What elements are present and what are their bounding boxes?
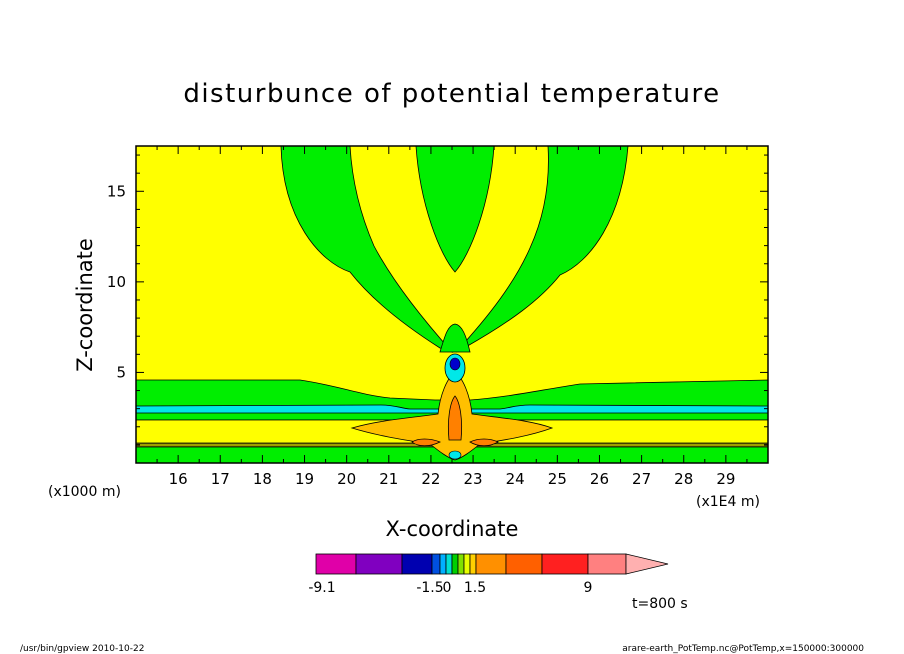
x-unit-right: (x1E4 m) [696,494,760,510]
colorbar-tick-label: 9 [584,580,593,596]
colorbar-segment [401,553,433,575]
x-tick-label: 21 [379,470,398,488]
colorbar-segment [505,553,543,575]
x-tick-label: 18 [253,470,272,488]
footer-right: arare-earth_PotTemp.nc@PotTemp,x=150000:… [622,644,864,654]
contour-hot-right [469,438,499,447]
colorbar-segment [355,553,403,575]
y-axis: 5 10 15 [107,154,768,446]
x-tick-label: 28 [674,470,693,488]
x-tick-label: 22 [421,470,440,488]
x-tick-label: 25 [548,470,567,488]
colorbar-segment [463,553,471,575]
x-axis: 16 17 18 19 20 21 22 23 24 25 26 27 28 29 [156,146,748,488]
colorbar-segment [451,553,459,575]
contour-bottom-cell [448,450,462,460]
x-tick-label: 16 [169,470,188,488]
colorbar-tick-labels: -9.1 -1.50 1.5 9 [308,580,592,596]
contour-lower-center [439,323,471,353]
colorbar-segment [315,553,357,575]
colorbar-segment [457,553,465,575]
y-tick-label: 5 [116,363,126,381]
x-tick-label: 17 [211,470,230,488]
colorbar-segment [475,553,507,575]
colorbar-tick-label: 1.5 [464,580,486,596]
x-tick-label: 27 [632,470,651,488]
x-tick-label: 23 [464,470,483,488]
contour-center-plume [415,146,495,273]
x-tick-label: 29 [716,470,735,488]
colorbar-tick-label: -1.5 [416,580,443,596]
colorbar-segment [587,553,627,575]
colorbar-segment [439,553,447,575]
contour-hot-left [411,438,441,447]
x-tick-label: 24 [506,470,525,488]
contour-cold-core [449,357,461,371]
x-tick-label: 19 [295,470,314,488]
chart-title: disturbunce of potential temperature [183,79,720,109]
y-tick-label: 10 [107,273,126,291]
colorbar-tick-label: -9.1 [308,580,335,596]
x-tick-label: 26 [590,470,609,488]
contour-hot-core [447,395,463,441]
colorbar-arrow [625,553,669,575]
colorbar-segment [431,553,441,575]
colorbar-segment [445,553,453,575]
footer-left: /usr/bin/gpview 2010-10-22 [20,644,144,654]
colorbar [315,553,669,575]
colorbar-segment [469,553,477,575]
x-tick-label: 20 [337,470,356,488]
colorbar-tick-label: 0 [443,580,452,596]
plot-area [136,146,768,463]
colorbar-segment [541,553,589,575]
y-axis-label: Z-coordinate [73,238,97,372]
x-unit-left: (x1000 m) [48,484,121,500]
x-axis-label: X-coordinate [386,517,519,541]
time-label: t=800 s [632,596,688,612]
y-tick-label: 15 [107,182,126,200]
